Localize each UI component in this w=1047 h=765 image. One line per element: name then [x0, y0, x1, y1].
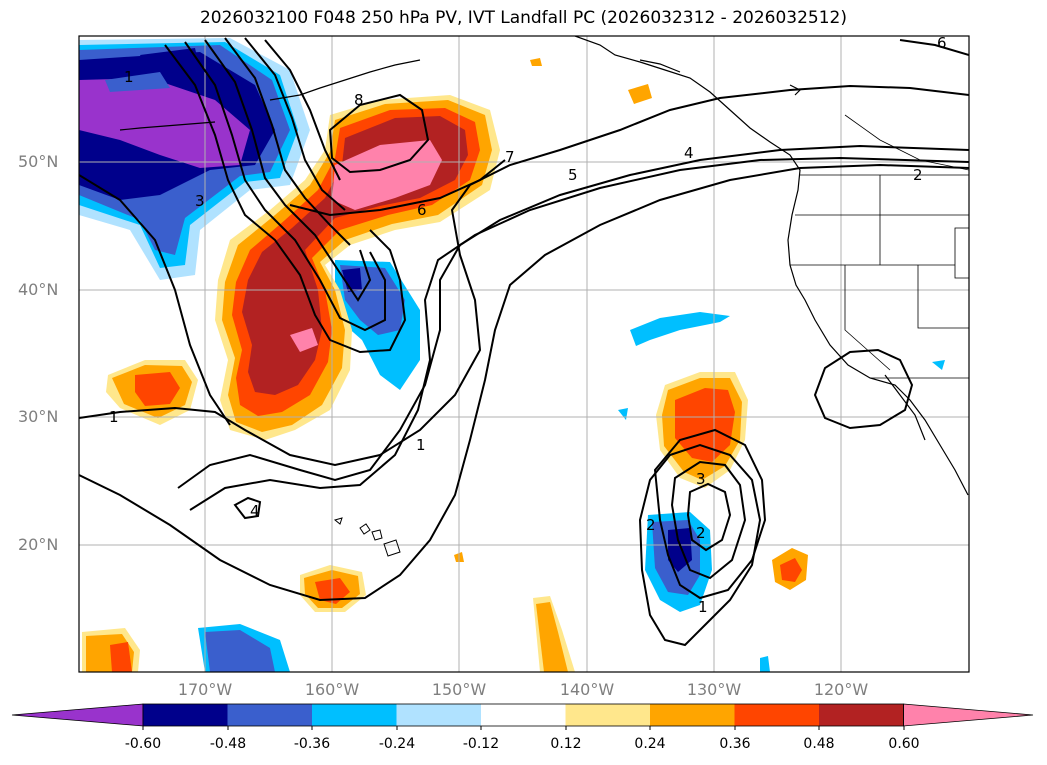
colorbar-segment [312, 704, 397, 726]
colorbar-segment [143, 704, 228, 726]
colorbar [11, 703, 1034, 727]
colorbar-label: -0.48 [209, 736, 247, 752]
lat-label: 40°N [18, 280, 59, 299]
lat-label: 20°N [18, 535, 59, 554]
colorbar-segment [819, 704, 904, 726]
colorbar-label: 0.12 [550, 736, 582, 752]
lon-label: 130°W [686, 680, 742, 699]
negative-anomaly-northwest [79, 38, 310, 280]
contour-label: 4 [250, 502, 260, 520]
lon-label: 160°W [304, 680, 360, 699]
colorbar-segment [734, 704, 820, 726]
lon-label: 170°W [177, 680, 233, 699]
contour-label: 3 [195, 192, 205, 210]
lat-label: 30°N [18, 407, 59, 426]
contour-label: 5 [568, 166, 578, 184]
pv-contours [79, 37, 969, 647]
contour-label: 7 [505, 148, 515, 166]
contour-label: 1 [416, 436, 426, 454]
contour-label: 4 [684, 144, 694, 162]
colorbar-extend-low [11, 703, 144, 727]
negative-anomaly-midpacific [335, 260, 420, 390]
lon-label: 120°W [813, 680, 869, 699]
contour-labels: 1 3 8 7 5 4 6 2 6 1 1 4 2 3 1 2 [109, 34, 947, 616]
colorbar-label: 0.36 [719, 736, 751, 752]
colorbar-frame [142, 703, 904, 727]
colorbar-label: 0.48 [803, 736, 835, 752]
colorbar-label: 0.60 [888, 736, 920, 752]
colorbar-label: -0.36 [293, 736, 331, 752]
map-frame [78, 35, 970, 673]
contour-label: 2 [646, 516, 656, 534]
contour-label: 6 [417, 201, 427, 219]
colorbar-segment [650, 704, 735, 726]
plot-title: 2026032100 F048 250 hPa PV, IVT Landfall… [199, 8, 847, 28]
map-area: 1 3 8 7 5 4 6 2 6 1 1 4 2 3 1 2 [79, 34, 969, 672]
contour-label: 6 [937, 34, 947, 52]
negative-anomaly-east [618, 312, 945, 672]
contour-label: 1 [109, 408, 119, 426]
colorbar-segment [227, 704, 313, 726]
contour-label: 1 [124, 68, 134, 86]
contour-label: 8 [354, 91, 364, 109]
colorbar-segment [565, 704, 651, 726]
positive-anomaly-main-ridge [215, 95, 500, 440]
lon-label: 140°W [559, 680, 615, 699]
colorbar-label: -0.60 [124, 736, 162, 752]
political-borders [790, 114, 969, 379]
colorbar-label: 0.24 [634, 736, 666, 752]
positive-anomaly-southeast [454, 58, 808, 590]
colorbar-segment [396, 704, 482, 726]
lon-label: 150°W [431, 680, 487, 699]
contour-label: 2 [913, 166, 923, 184]
contour-label: 1 [698, 598, 708, 616]
colorbar-label: -0.24 [378, 736, 416, 752]
colorbar-ticks [142, 726, 905, 730]
contour-label: 3 [696, 470, 706, 488]
colorbar-extend-high [903, 703, 1034, 727]
hawaiian-islands [333, 517, 401, 557]
colorbar-label: -0.12 [462, 736, 500, 752]
lat-label: 50°N [18, 152, 59, 171]
contour-label: 2 [696, 524, 706, 542]
colorbar-segment [481, 704, 566, 726]
negative-anomaly-south [198, 624, 290, 672]
